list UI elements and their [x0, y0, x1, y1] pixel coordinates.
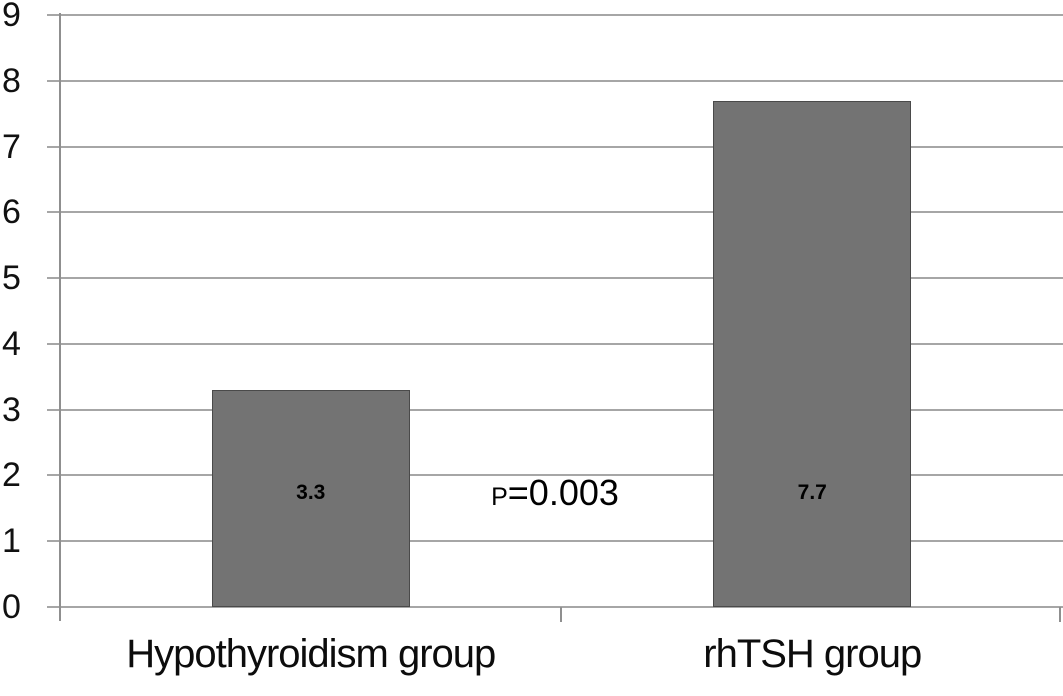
gridline-y-2 — [47, 474, 1063, 477]
y-axis-tick-label-3: 3 — [2, 390, 21, 429]
p-value-annotation: P=0.003 — [491, 472, 619, 514]
gridline-y-7 — [47, 145, 1063, 148]
gridline-y-4 — [47, 342, 1063, 345]
gridline-y-5 — [47, 277, 1063, 280]
y-axis-tick-label-2: 2 — [2, 456, 21, 495]
x-axis-tick-middle — [560, 607, 562, 622]
bar-rhtsh-group: 7.7 — [713, 100, 912, 607]
gridline-y-9 — [47, 14, 1063, 16]
gridline-y-0 — [47, 606, 1063, 608]
y-axis-tick-label-1: 1 — [2, 522, 21, 561]
gridline-y-8 — [47, 79, 1063, 82]
plot-area: 3.3 7.7 P=0.003 — [47, 14, 1063, 622]
x-axis-category-labels: Hypothyroidism group rhTSH group — [60, 632, 1063, 677]
p-value-number: =0.003 — [507, 472, 619, 513]
gridline-y-6 — [47, 211, 1063, 214]
x-axis-label-rhtsh-group: rhTSH group — [703, 632, 922, 676]
gridline-y-3 — [47, 408, 1063, 411]
y-axis-line — [59, 13, 61, 621]
y-axis-tick-label-0: 0 — [2, 588, 21, 626]
bar-value-label: 3.3 — [296, 481, 326, 504]
x-axis-label-hypothyroidism-group: Hypothyroidism group — [126, 632, 496, 676]
y-axis-tick-label-5: 5 — [2, 259, 21, 298]
y-axis-tick-label-7: 7 — [2, 127, 21, 166]
p-value-prefix: P — [491, 483, 508, 511]
bar-value-label: 7.7 — [797, 481, 827, 504]
x-axis-tick-right — [1059, 607, 1061, 622]
y-axis-tick-label-6: 6 — [2, 193, 21, 232]
y-axis-tick-label-4: 4 — [2, 324, 21, 363]
y-axis-tick-label-9: 9 — [2, 0, 21, 34]
y-axis-tick-label-8: 8 — [2, 61, 21, 100]
gridline-y-1 — [47, 540, 1063, 543]
bar-hypothyroidism-group: 3.3 — [211, 389, 410, 607]
